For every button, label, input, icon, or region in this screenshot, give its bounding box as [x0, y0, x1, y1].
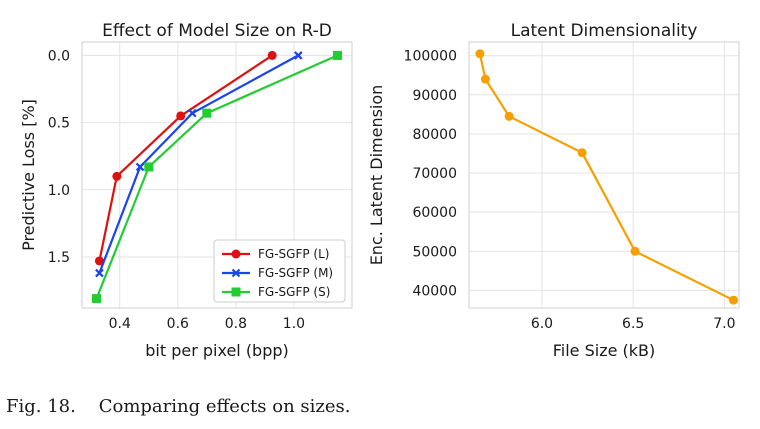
latent-data-point	[729, 295, 739, 305]
latent-chart: Latent Dimensionality 6.0 6.5 7.0 40000 5000…	[367, 21, 740, 360]
legend-entry-label: FG-SGFP (M)	[258, 266, 333, 280]
latent-ytick-label: 70000	[412, 166, 457, 182]
latent-chart-xlabel: File Size (kB)	[553, 341, 656, 360]
rd-data-point	[94, 256, 104, 266]
rd-series-line	[98, 54, 299, 274]
rd-chart-xlabel: bit per pixel (bpp)	[145, 341, 289, 360]
latent-ytick-label: 100000	[404, 49, 457, 65]
latent-chart-ylabel: Enc. Latent Dimension	[367, 85, 386, 266]
rd-data-point	[332, 50, 342, 60]
rd-chart: Effect of Model Size on R-D 0.4 0.6 0.8 1.0…	[19, 21, 353, 360]
figure-caption: Fig. 18. Comparing effects on sizes.	[6, 396, 350, 417]
latent-data-point	[480, 74, 490, 84]
latent-data-point	[630, 246, 640, 256]
rd-data-point	[92, 294, 102, 304]
rd-chart-title: Effect of Model Size on R-D	[102, 21, 332, 41]
latent-chart-series	[475, 49, 739, 305]
legend-box	[213, 239, 346, 303]
caption-label: Fig. 18.	[6, 396, 76, 417]
latent-ytick-label: 90000	[412, 88, 457, 104]
latent-ytick-label: 80000	[412, 127, 457, 143]
latent-ytick-label: 60000	[412, 205, 457, 221]
rd-chart-ylabel: Predictive Loss [%]	[19, 99, 38, 251]
latent-data-point	[577, 148, 587, 158]
latent-xtick-label: 7.0	[713, 316, 735, 332]
rd-ytick-label: 1.0	[48, 183, 70, 199]
latent-ytick-label: 50000	[412, 244, 457, 260]
legend-marker	[231, 249, 241, 259]
legend-entry-label: FG-SGFP (L)	[258, 247, 329, 261]
rd-data-point	[144, 162, 154, 172]
rd-ytick-label: 0.5	[48, 116, 70, 132]
latent-chart-frame	[468, 41, 740, 309]
latent-ytick-label: 40000	[412, 283, 457, 299]
latent-chart-title: Latent Dimensionality	[511, 21, 698, 41]
rd-data-point	[267, 50, 277, 60]
rd-xtick-label: 0.4	[109, 316, 131, 332]
rd-chart-ticks: 0.4 0.6 0.8 1.0 0.0 0.5 1.0 1.5	[48, 48, 305, 332]
rd-chart-series	[92, 50, 342, 304]
rd-series-line	[98, 54, 273, 262]
rd-data-point	[112, 171, 122, 181]
rd-data-point	[294, 51, 303, 60]
rd-xtick-label: 0.6	[167, 316, 189, 332]
latent-series-line	[478, 53, 734, 302]
rd-data-point	[95, 268, 104, 278]
rd-data-point	[202, 108, 212, 118]
latent-data-point	[475, 49, 485, 59]
caption-text: Comparing effects on sizes.	[98, 396, 351, 417]
rd-data-point	[135, 162, 145, 172]
rd-ytick-label: 0.0	[48, 48, 70, 64]
rd-data-point	[176, 111, 186, 121]
legend-marker	[231, 287, 241, 297]
rd-chart-grid	[82, 42, 352, 308]
latent-data-point	[504, 111, 514, 121]
rd-chart-frame	[81, 41, 353, 309]
figure: Effect of Model Size on R-D 0.4 0.6 0.8 1.0…	[19, 21, 740, 360]
latent-xtick-label: 6.5	[622, 316, 644, 332]
latent-xtick-label: 6.0	[531, 316, 553, 332]
latent-chart-grid	[469, 42, 739, 308]
legend-entry-label: FG-SGFP (S)	[258, 285, 330, 299]
legend-marker	[231, 268, 241, 278]
rd-xtick-label: 0.8	[225, 316, 247, 332]
rd-ytick-label: 1.5	[48, 250, 70, 266]
rd-data-point	[188, 108, 197, 118]
latent-chart-ticks: 6.0 6.5 7.0 40000 50000 60000 70000 80000 90000 1…	[404, 49, 736, 332]
rd-chart-legend: FG-SGFP (L) FG-SGFP (M) FG-SGFP (S)	[213, 239, 346, 303]
rd-series-line	[95, 54, 338, 300]
rd-xtick-label: 1.0	[283, 316, 305, 332]
